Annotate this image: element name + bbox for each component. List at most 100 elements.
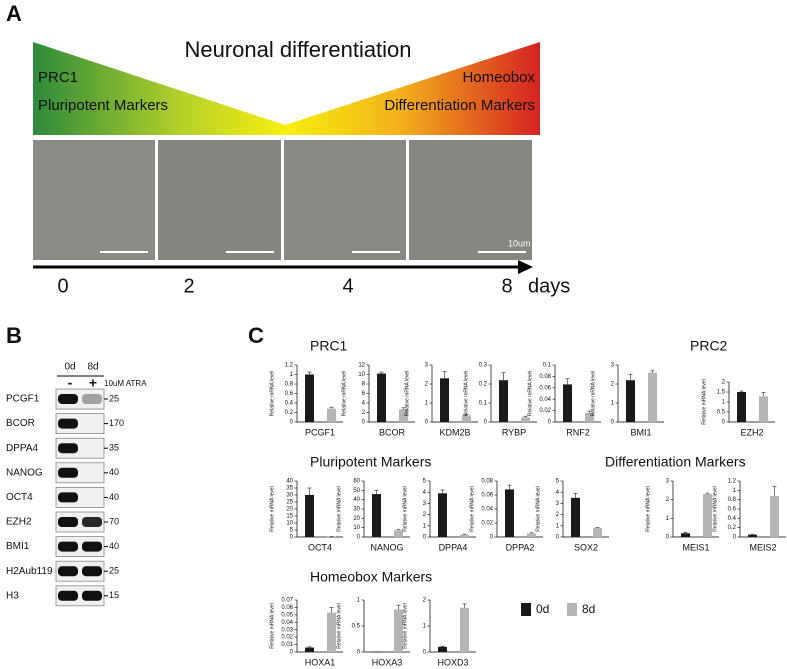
band xyxy=(58,590,78,601)
protein-label: H2Aub119 xyxy=(6,566,53,577)
y-tick-label: 0.06 xyxy=(481,493,493,499)
y-tick-label: 2 xyxy=(722,380,726,386)
panel-label: B xyxy=(6,323,22,348)
mini-chart: 0 1 2 3 Relative mRNA level KDM2B xyxy=(404,363,478,437)
error-bar xyxy=(440,645,445,647)
mini-chart: 0 0.5 1 1.5 2 Relative mRNA level EZH2 xyxy=(701,379,775,437)
y-tick-label: 0 xyxy=(423,650,427,656)
band xyxy=(82,590,102,601)
bar xyxy=(571,497,580,537)
treatment-sign: - xyxy=(68,375,73,391)
y-tick-label: 2 xyxy=(611,382,615,388)
banner-label: Pluripotent Markers xyxy=(38,97,168,114)
error-bar xyxy=(379,371,384,374)
y-tick-label: 1 xyxy=(611,401,615,407)
band xyxy=(82,394,102,404)
y-tick-label: 0 xyxy=(290,650,294,656)
mw-marker: 25 xyxy=(109,393,119,403)
bar xyxy=(527,533,536,537)
y-axis-label: Relative mRNA level xyxy=(341,371,347,417)
y-tick-label: 0 xyxy=(290,535,294,541)
mini-chart: 0 0.010.02 0.030.04 0.050.060.07 Relative mR… xyxy=(269,598,343,667)
legend-swatch xyxy=(567,603,577,616)
y-tick-label: 1 xyxy=(666,516,670,522)
y-tick-label: 1 xyxy=(423,624,427,630)
timepoint: 8 xyxy=(501,275,512,297)
group-title: Pluripotent Markers xyxy=(310,454,431,470)
y-tick-label: 4 xyxy=(423,490,427,496)
bar xyxy=(593,528,602,537)
bar xyxy=(703,494,712,537)
x-label: MEIS1 xyxy=(682,542,709,552)
y-tick-label: 25 xyxy=(286,500,293,506)
treatment-sign: + xyxy=(89,375,97,391)
banner-label: Differentiation Markers xyxy=(384,97,535,114)
y-tick-label: 3 xyxy=(423,501,427,507)
y-tick-label: 1 xyxy=(425,401,429,407)
y-tick-label: 0.8 xyxy=(285,382,294,388)
legend-swatch xyxy=(521,603,531,616)
y-axis-label: Relative mRNA level xyxy=(527,371,533,417)
timepoint: 4 xyxy=(342,275,353,297)
bar xyxy=(648,372,657,422)
time-unit: days xyxy=(528,275,570,297)
y-axis-label: Relative mRNA level xyxy=(404,371,410,417)
y-tick-label: 1 xyxy=(556,523,560,529)
y-tick-label: 0.04 xyxy=(539,397,551,403)
error-bar xyxy=(761,391,766,397)
bar xyxy=(462,415,471,422)
bar xyxy=(681,533,690,537)
bar-charts: 0 0.2 0.4 0.6 0.8 1 1.2 Relative mRNA level PCGF… xyxy=(269,363,786,667)
error-bar xyxy=(464,413,469,416)
y-tick-label: 0.4 xyxy=(285,401,294,407)
group-title: Homeobox Markers xyxy=(310,569,432,585)
mini-chart: 0 0.02 0.04 0.06 0.08 Relative mRNA level DPPA… xyxy=(469,479,543,552)
error-bar xyxy=(396,604,401,610)
mini-chart: 0 1 2 Relative mRNA level HOXD3 xyxy=(402,598,476,667)
bar xyxy=(505,489,514,537)
banner-label: Homeobox xyxy=(462,69,535,86)
bar xyxy=(394,609,403,652)
protein-label: NANOG xyxy=(6,467,43,478)
scale-label: 10um xyxy=(508,238,531,248)
y-tick-label: 0.2 xyxy=(285,410,294,416)
y-tick-label: 0.01 xyxy=(281,642,293,648)
banner-label: PRC1 xyxy=(38,69,78,86)
group-title: Differentiation Markers xyxy=(605,454,746,470)
error-bar xyxy=(772,486,777,496)
x-label: PCGF1 xyxy=(305,427,335,437)
error-bar xyxy=(462,603,467,608)
y-axis-label: Relative mRNA level xyxy=(469,486,475,532)
x-label: OCT4 xyxy=(308,542,332,552)
mini-chart: 0 0.02 0.04 0.06 0.08 0.1 Relative mRNA level R… xyxy=(527,363,601,437)
mini-chart: 0 1 2 3 4 5 Relative mRNA level DPPA4 xyxy=(402,479,476,552)
y-tick-label: 2 xyxy=(423,598,427,604)
protein-label: PCGF1 xyxy=(6,394,40,405)
mini-chart: 0 10 20 30 40 50 60 Relative mRNA level NANOG xyxy=(336,479,410,552)
y-tick-label: 0 xyxy=(484,420,488,426)
error-bar xyxy=(307,487,312,495)
y-tick-label: 0.5 xyxy=(717,410,726,416)
y-tick-label: 0.03 xyxy=(281,627,293,633)
y-tick-label: 0.06 xyxy=(281,605,293,611)
mw-marker: 70 xyxy=(109,516,119,526)
lane-label: 8d xyxy=(87,362,98,373)
mw-marker: 40 xyxy=(109,467,119,477)
mini-chart: 0 0.1 0.2 0.3 Relative mRNA level RYBP xyxy=(463,363,537,437)
error-bar xyxy=(650,370,655,373)
protein-label: BMI1 xyxy=(6,541,30,552)
y-tick-label: 50 xyxy=(353,488,360,494)
y-tick-label: 0 xyxy=(357,535,361,541)
protein-label: EZH2 xyxy=(6,517,32,528)
y-tick-label: 1 xyxy=(733,488,737,494)
y-tick-label: 30 xyxy=(353,507,360,513)
bar xyxy=(737,392,746,422)
banner-title: Neuronal differentiation xyxy=(184,37,411,62)
x-label: KDM2B xyxy=(439,427,470,437)
micrograph xyxy=(33,140,155,260)
y-axis-label: Relative mRNA level xyxy=(402,603,408,649)
error-bar xyxy=(739,390,744,392)
mw-marker: 170 xyxy=(109,418,124,428)
y-tick-label: 3 xyxy=(666,479,670,485)
